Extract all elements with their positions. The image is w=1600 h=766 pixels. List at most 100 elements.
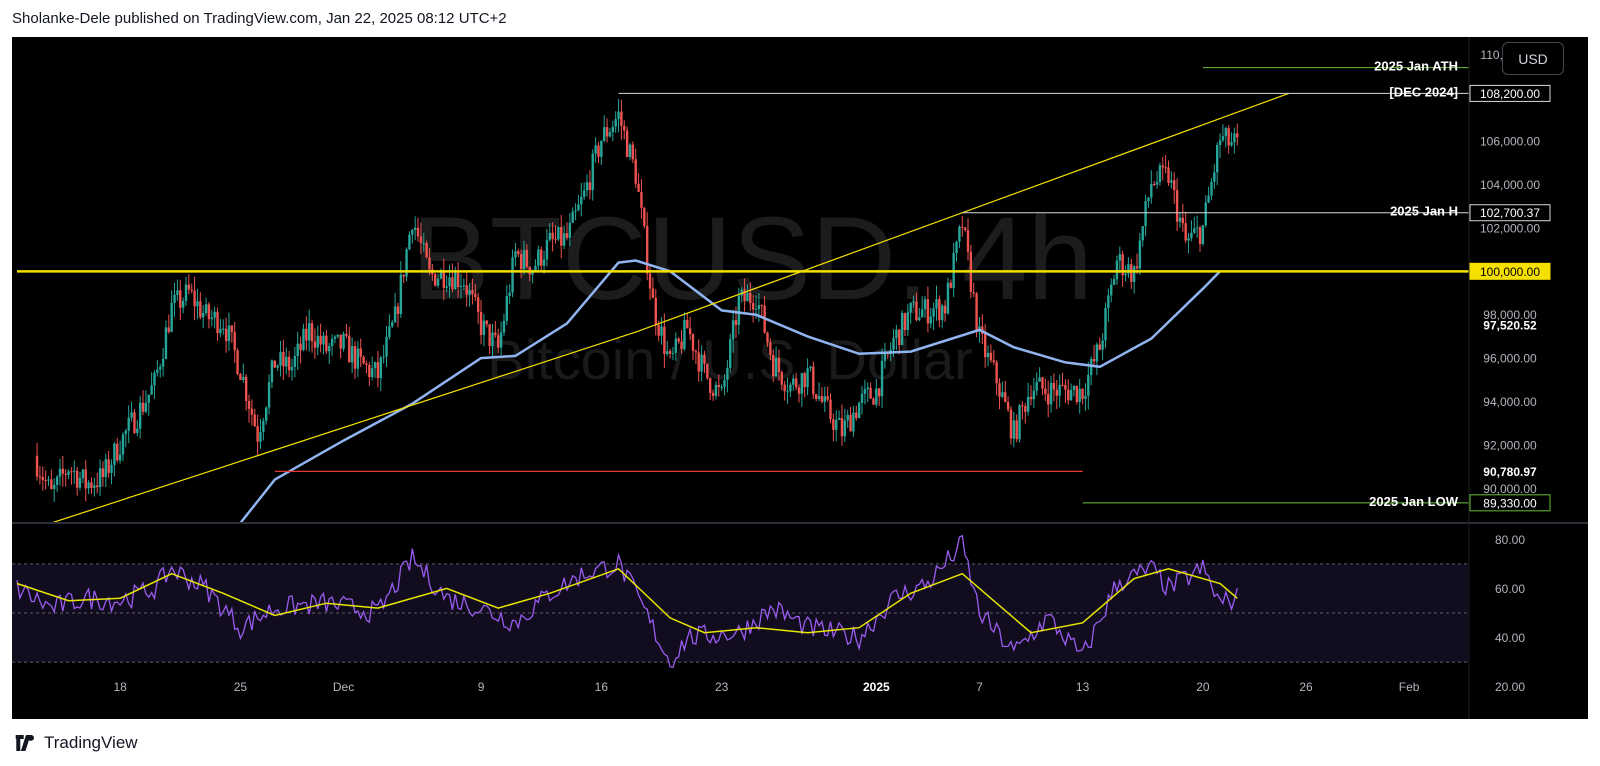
time-tick-label: 26	[1299, 680, 1313, 694]
candle-body	[170, 302, 173, 332]
candle-body	[605, 127, 609, 137]
candle-body	[116, 443, 119, 461]
price-axis[interactable]: 2025 Jan ATH [DEC 2024] 2025 Jan H 2025 Jan…	[1369, 48, 1551, 694]
candle-body	[562, 233, 566, 246]
candle-body	[1201, 225, 1205, 245]
candle-body	[1227, 128, 1230, 146]
rsi-ma-line	[16, 567, 1238, 634]
candle-body	[425, 243, 428, 258]
chart-frame[interactable]: BTCUSD, 4h Bitcoin / U.S. Dollar 2025 Ja…	[12, 37, 1588, 719]
candle-body	[972, 291, 975, 294]
candle-body	[213, 311, 216, 318]
candle-body	[932, 308, 935, 317]
candle-body	[539, 249, 543, 266]
candle-body	[714, 384, 718, 396]
candle-body	[1032, 390, 1036, 400]
candle-body	[774, 357, 778, 377]
candle-body	[353, 346, 357, 369]
candle-body	[519, 254, 523, 270]
candle-body	[1210, 181, 1213, 196]
candle-body	[121, 434, 125, 455]
candle-body	[668, 351, 672, 354]
time-axis[interactable]: 18 25 Dec 9 16 23 2025 7 13 20 26 Feb	[113, 680, 1419, 694]
candle-body	[837, 417, 841, 420]
candle-body	[809, 366, 812, 369]
candle-body	[631, 144, 635, 160]
candle-body	[262, 420, 265, 432]
candle-body	[654, 298, 657, 325]
candle-body	[1006, 402, 1010, 410]
candle-body	[832, 419, 835, 430]
candle-body	[181, 300, 185, 308]
candle-body	[55, 476, 59, 485]
candle-body	[1110, 284, 1113, 296]
candle-body	[256, 426, 259, 442]
candle-body	[265, 407, 268, 421]
price-tick-label: 90,000.00	[1483, 482, 1537, 496]
candle-body	[557, 226, 560, 240]
candle-body	[436, 278, 440, 286]
level-label: 2025 Jan ATH	[1374, 59, 1458, 74]
candle-body	[1081, 388, 1084, 399]
price-label-box	[1469, 204, 1551, 222]
candle-body	[580, 196, 583, 205]
candle-body	[482, 320, 486, 336]
footer-brand: TradingView	[44, 733, 138, 752]
candle-body	[614, 118, 617, 127]
trendline	[51, 92, 1290, 523]
candle-body	[419, 236, 423, 244]
candle-body	[127, 417, 130, 431]
candle-body	[846, 414, 849, 421]
candle-body	[273, 360, 276, 368]
candle-body	[926, 299, 930, 324]
candle-body	[230, 325, 234, 333]
candle-body	[476, 297, 480, 312]
candle-body	[783, 384, 786, 392]
moving-average-line	[239, 259, 1221, 523]
candle-body	[1195, 227, 1199, 229]
candle-body	[780, 372, 784, 385]
candle-body	[1198, 227, 1202, 245]
price-plot[interactable]	[17, 67, 1469, 523]
candle-body	[313, 341, 317, 348]
candle-body	[399, 274, 403, 314]
candle-body	[786, 391, 789, 393]
candle-body	[153, 372, 156, 386]
candle-body	[167, 327, 171, 332]
candle-body	[872, 398, 875, 405]
candle-body	[1058, 384, 1061, 396]
candle-body	[491, 332, 494, 347]
candle-body	[138, 402, 142, 429]
candle-body	[1029, 396, 1033, 400]
rsi-plot[interactable]	[12, 534, 1469, 669]
candle-body	[393, 306, 397, 323]
candle-body	[903, 313, 907, 330]
candle-body	[219, 328, 222, 334]
candle-body	[1187, 238, 1190, 241]
candle-body	[133, 412, 136, 434]
candle-body	[803, 373, 806, 388]
time-tick-label: 23	[715, 680, 729, 694]
candle-body	[995, 362, 998, 384]
candle-body	[385, 336, 388, 357]
candle-body	[723, 379, 726, 387]
candle-body	[270, 360, 274, 383]
candle-body	[789, 384, 792, 392]
currency-button[interactable]: USD	[1502, 42, 1564, 75]
candle-body	[797, 387, 801, 394]
candle-body	[1078, 388, 1081, 402]
candle-body	[118, 454, 122, 461]
candle-body	[296, 343, 299, 356]
candle-body	[287, 356, 291, 371]
candle-body	[1173, 180, 1176, 191]
candle-body	[96, 485, 99, 488]
candle-body	[986, 352, 990, 358]
candle-body	[525, 249, 529, 267]
chart-svg[interactable]: BTCUSD, 4h Bitcoin / U.S. Dollar 2025 Ja…	[12, 37, 1588, 719]
candle-body	[912, 301, 915, 303]
candle-body	[422, 243, 425, 245]
candle-body	[883, 353, 887, 361]
candle-body	[479, 311, 483, 336]
candle-body	[1184, 223, 1187, 241]
price-label-box	[1469, 84, 1551, 102]
